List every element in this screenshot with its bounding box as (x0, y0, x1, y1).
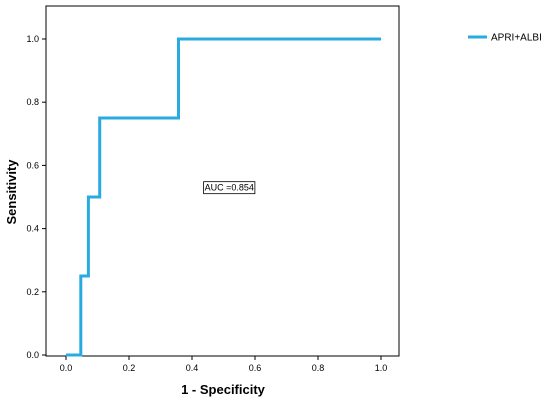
y-tick-label: 0.2 (26, 287, 39, 297)
x-tick-label: 0.2 (123, 363, 136, 373)
y-tick-label: 0.6 (26, 160, 39, 170)
plot-frame (45, 5, 400, 357)
y-axis-title: Sensitivity (4, 159, 19, 225)
y-tick-label: 1.0 (26, 34, 39, 44)
x-tick-label: 0.4 (186, 363, 199, 373)
y-axis: 0.0 0.2 0.4 0.6 0.8 1.0 (26, 34, 46, 360)
x-axis: 0.0 0.2 0.4 0.6 0.8 1.0 (60, 356, 388, 373)
x-tick-label: 0.0 (60, 363, 73, 373)
x-tick-label: 1.0 (375, 363, 388, 373)
roc-curve-line (66, 37, 381, 357)
auc-annotation-box (203, 181, 256, 195)
x-axis-title: 1 - Specificity (181, 382, 266, 397)
annotation-layer: AUC =0.854 (203, 181, 256, 195)
legend-label: APRI+ALBI (491, 33, 542, 44)
auc-annotation: AUC =0.854 (205, 183, 254, 193)
series-layer (66, 37, 381, 357)
plot-area (45, 5, 400, 357)
x-tick-label: 0.6 (249, 363, 262, 373)
y-tick-label: 0.8 (26, 97, 39, 107)
y-tick-label: 0.4 (26, 224, 39, 234)
legend: APRI+ALBI (468, 33, 542, 44)
x-tick-label: 0.8 (312, 363, 325, 373)
y-tick-label: 0.0 (26, 350, 39, 360)
